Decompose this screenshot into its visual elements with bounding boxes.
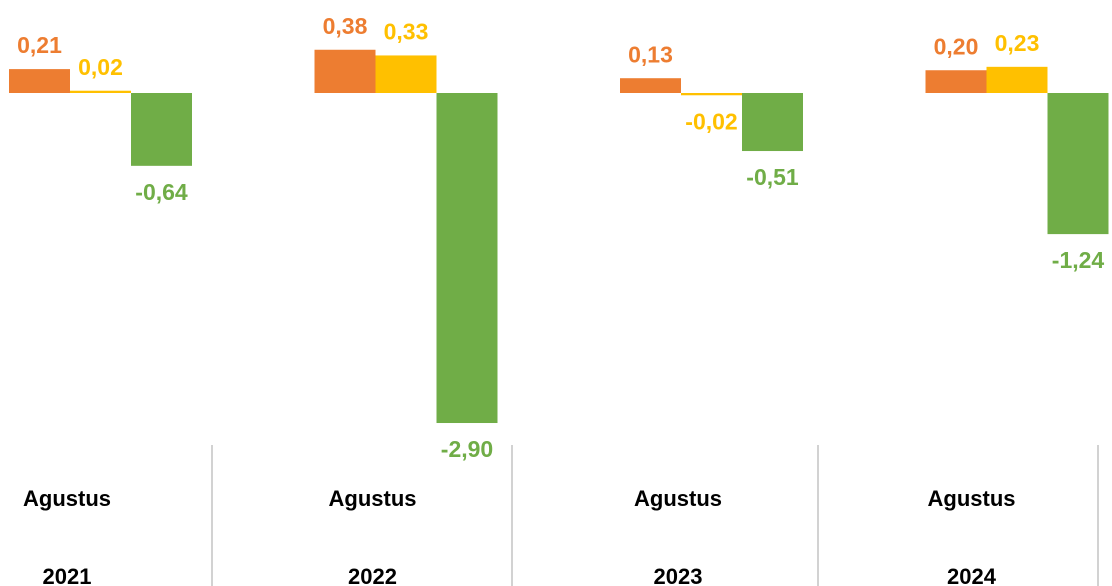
bar xyxy=(620,78,681,93)
data-label: -1,24 xyxy=(1052,247,1105,273)
data-label: 0,21 xyxy=(17,32,62,58)
bar xyxy=(131,93,192,166)
bar xyxy=(436,93,498,424)
data-label: 0,23 xyxy=(995,30,1040,56)
x-tick-label: 2021 xyxy=(43,564,92,586)
x-tick-label: 2022 xyxy=(348,564,397,586)
bar xyxy=(1047,93,1109,235)
data-label: 0,20 xyxy=(934,33,979,59)
data-label: 0,13 xyxy=(628,41,673,67)
bar xyxy=(986,66,1048,93)
bar xyxy=(925,70,987,93)
data-label: -0,51 xyxy=(746,164,799,190)
bar xyxy=(375,55,437,93)
bar xyxy=(70,90,131,93)
x-tick-label: Agustus xyxy=(928,486,1016,511)
data-label: 0,02 xyxy=(78,54,123,80)
x-tick-label: Agustus xyxy=(634,486,722,511)
x-tick-label: Agustus xyxy=(329,486,417,511)
x-tick-label: 2023 xyxy=(654,564,703,586)
bar xyxy=(742,93,803,152)
data-label: -0,02 xyxy=(685,108,737,134)
x-tick-label: Agustus xyxy=(23,486,111,511)
data-label: 0,33 xyxy=(384,19,429,45)
bar xyxy=(681,93,742,96)
x-tick-label: 2024 xyxy=(947,564,997,586)
data-label: -0,64 xyxy=(135,179,188,205)
bar xyxy=(9,69,70,93)
data-label: 0,38 xyxy=(323,13,368,39)
bar xyxy=(314,49,376,93)
data-label: -2,90 xyxy=(441,436,493,462)
